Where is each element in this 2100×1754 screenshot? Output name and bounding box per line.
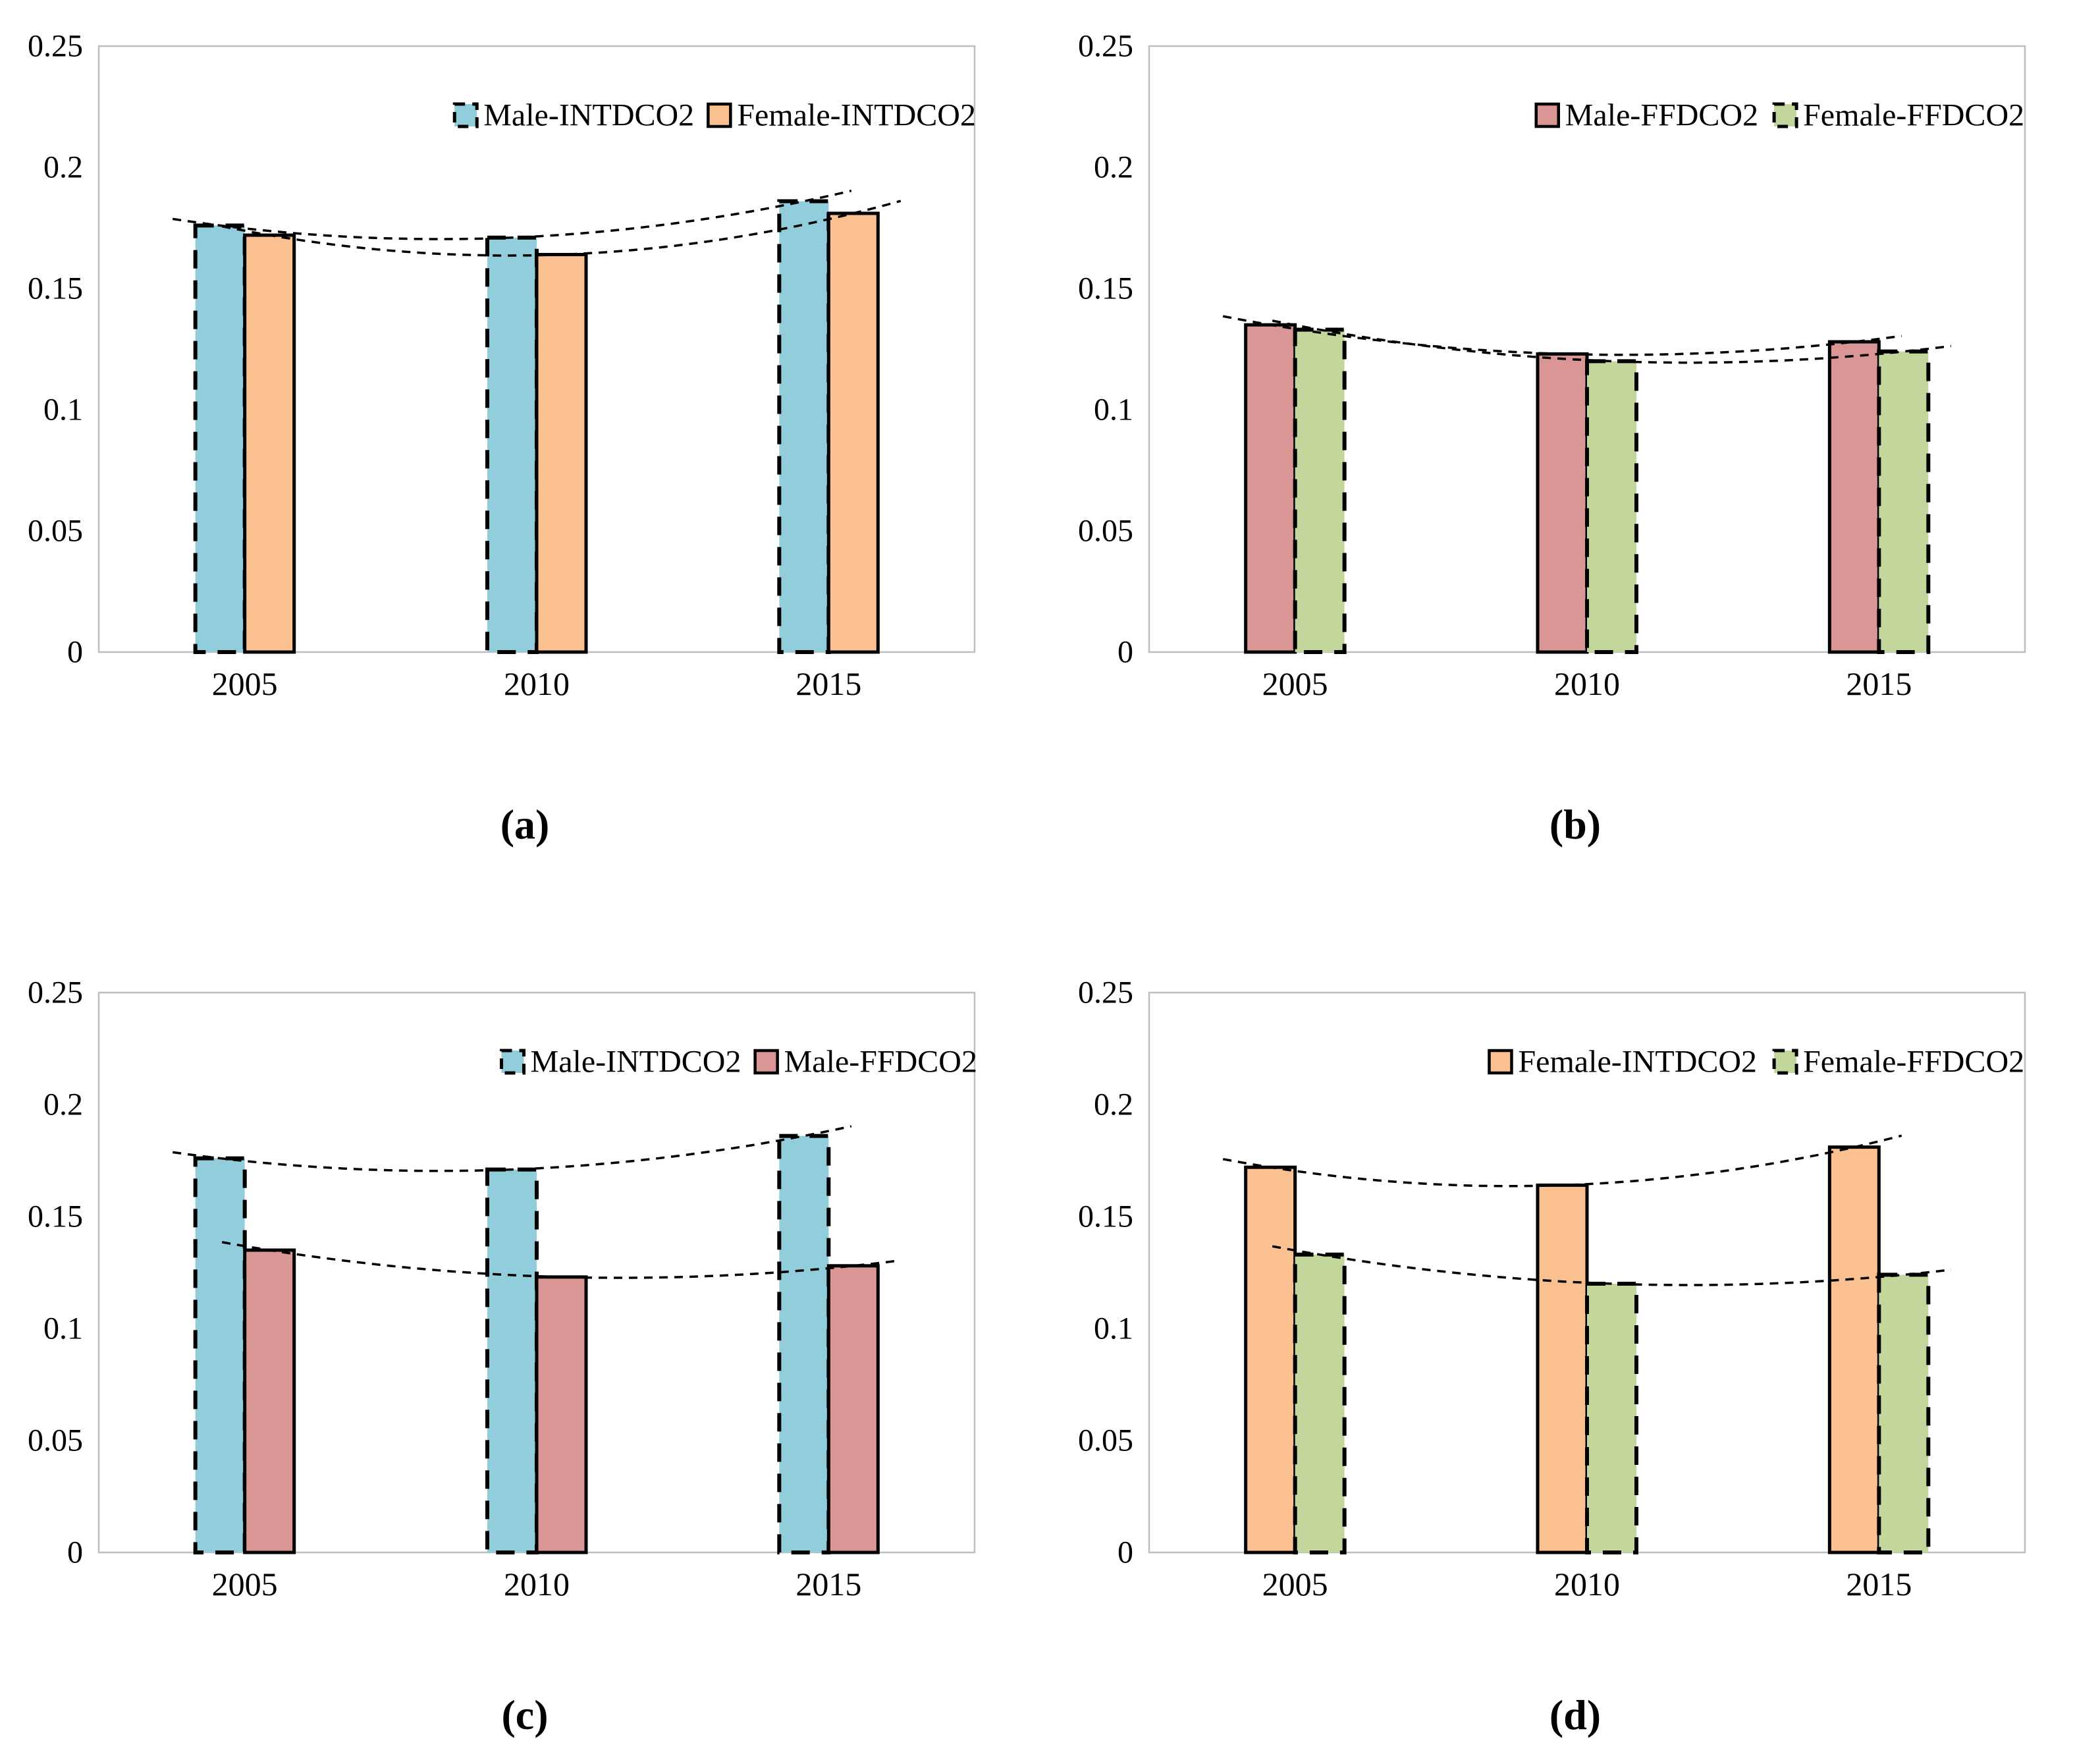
y-tick-label: 0 <box>1117 1535 1133 1570</box>
bar-female-intdco2-2005 <box>1244 1165 1297 1554</box>
trendline-male-intdco2 <box>172 189 852 240</box>
x-category-label: 2010 <box>1554 665 1620 702</box>
y-tick-label: 0 <box>67 1535 83 1570</box>
legend-label-female-intdco2: Female-INTDCO2 <box>1518 1045 1757 1080</box>
bar-male-intdco2-2010 <box>485 1167 539 1555</box>
legend-swatch-female-intdco2 <box>707 102 732 128</box>
legend-swatch-female-intdco2 <box>1488 1049 1513 1075</box>
legend-swatch-male-intdco2 <box>452 102 479 128</box>
x-category-label: 2005 <box>212 1566 278 1603</box>
bar-female-ffdco2-2015 <box>1877 349 1931 654</box>
trendline-male-ffdco2 <box>1222 315 1902 356</box>
y-tick-label: 0.15 <box>28 1199 83 1234</box>
legend-label-female-ffdco2: Female-FFDCO2 <box>1803 98 2024 133</box>
bar-female-intdco2-2015 <box>826 211 880 654</box>
y-tick-label: 0.2 <box>43 150 83 185</box>
bar-male-intdco2-2010 <box>485 235 539 655</box>
legend-swatch-male-ffdco2 <box>753 1049 779 1075</box>
y-tick-label: 0 <box>1117 635 1133 670</box>
y-tick-label: 0.1 <box>43 1311 83 1346</box>
x-category-label: 2005 <box>1262 665 1328 702</box>
x-category-label: 2015 <box>1846 1566 1912 1603</box>
y-tick-label: 0 <box>67 635 83 670</box>
panel-d: 0 0.05 0.1 0.15 0.2 0.25 2005 2010 2015 Female-IN… <box>1050 877 2100 1754</box>
y-tick-label: 0.05 <box>28 1423 83 1458</box>
bar-female-intdco2-2010 <box>1536 1183 1589 1554</box>
bar-female-ffdco2-2010 <box>1585 359 1638 655</box>
legend-label-female-ffdco2: Female-FFDCO2 <box>1803 1045 2024 1080</box>
y-tick-label: 0.05 <box>28 514 83 549</box>
y-tick-label: 0.15 <box>1078 271 1133 306</box>
legend-label-male-ffdco2: Male-FFDCO2 <box>1565 98 1758 133</box>
y-tick-label: 0.1 <box>1094 393 1133 427</box>
x-category-label: 2005 <box>212 665 278 702</box>
trendline-female-ffdco2 <box>1272 1245 1952 1286</box>
legend-label-female-intdco2: Female-INTDCO2 <box>737 98 976 133</box>
bar-male-intdco2-2015 <box>777 1134 831 1555</box>
x-category-label: 2010 <box>1554 1566 1620 1603</box>
trendline-female-ffdco2 <box>1272 319 1952 364</box>
x-category-label: 2015 <box>1846 665 1912 702</box>
panel-caption-b: (b) <box>1549 801 1602 848</box>
bar-female-ffdco2-2005 <box>1293 327 1347 654</box>
bar-female-intdco2-2010 <box>535 252 588 654</box>
bar-male-intdco2-2015 <box>777 199 831 654</box>
y-tick-label: 0.2 <box>1094 150 1133 185</box>
legend-label-male-intdco2: Male-INTDCO2 <box>531 1045 741 1080</box>
x-category-label: 2015 <box>795 1566 861 1603</box>
bar-female-ffdco2-2010 <box>1585 1282 1638 1554</box>
legend-label-male-intdco2: Male-INTDCO2 <box>483 98 694 133</box>
trendline-male-ffdco2 <box>221 1241 902 1279</box>
panel-c: 0 0.05 0.1 0.15 0.2 0.25 2005 2010 2015 Male-INTD… <box>0 877 1050 1754</box>
legend-swatch-male-intdco2 <box>500 1049 526 1075</box>
chart-d-female-intdco2-vs-female-ffdco2: 0 0.05 0.1 0.15 0.2 0.25 2005 2010 2015 Female-IN… <box>1078 975 2026 1603</box>
legend-swatch-female-ffdco2 <box>1772 1049 1798 1075</box>
panel-caption-a: (a) <box>500 801 550 848</box>
bar-female-ffdco2-2015 <box>1877 1273 1931 1555</box>
chart-a-male-intdco2-vs-female-intdco2: 0 0.05 0.1 0.15 0.2 0.25 2005 2010 2015 Male-INTD… <box>28 29 976 703</box>
legend-swatch-female-ffdco2 <box>1772 102 1798 128</box>
chart-c-male-intdco2-vs-male-ffdco2: 0 0.05 0.1 0.15 0.2 0.25 2005 2010 2015 Male-INTD… <box>28 975 977 1603</box>
bar-male-ffdco2-2010 <box>535 1275 588 1554</box>
y-tick-label: 0.1 <box>43 393 83 427</box>
bar-female-ffdco2-2005 <box>1293 1252 1347 1554</box>
y-tick-label: 0.05 <box>1078 1423 1133 1458</box>
bar-male-ffdco2-2005 <box>243 1248 296 1554</box>
bar-male-ffdco2-2015 <box>826 1264 880 1554</box>
y-tick-label: 0.25 <box>1078 975 1133 1010</box>
bar-female-intdco2-2005 <box>243 233 296 654</box>
x-category-label: 2005 <box>1262 1566 1328 1603</box>
panel-b: 0 0.05 0.1 0.15 0.2 0.25 2005 2010 2015 Male-FFDC… <box>1050 0 2100 877</box>
bar-female-intdco2-2015 <box>1827 1145 1881 1554</box>
chart-b-male-ffdco2-vs-female-ffdco2: 0 0.05 0.1 0.15 0.2 0.25 2005 2010 2015 Male-FFDC… <box>1078 29 2026 702</box>
x-category-label: 2015 <box>795 665 861 702</box>
panel-caption-d: (d) <box>1549 1691 1602 1738</box>
bar-male-intdco2-2005 <box>193 1156 247 1555</box>
legend-swatch-male-ffdco2 <box>1534 102 1561 128</box>
y-tick-label: 0.25 <box>28 29 83 64</box>
x-category-label: 2010 <box>504 1566 570 1603</box>
trendline-female-intdco2 <box>221 200 902 257</box>
bar-male-ffdco2-2005 <box>1244 323 1297 654</box>
y-tick-label: 0.2 <box>1094 1087 1133 1122</box>
legend-label-male-ffdco2: Male-FFDCO2 <box>784 1045 977 1080</box>
x-category-label: 2010 <box>504 665 570 702</box>
bar-male-ffdco2-2010 <box>1536 352 1589 654</box>
bar-male-intdco2-2005 <box>193 223 247 654</box>
trendline-female-intdco2 <box>1222 1134 1902 1188</box>
y-tick-label: 0.2 <box>43 1087 83 1122</box>
bar-male-ffdco2-2015 <box>1827 340 1881 654</box>
panel-a: 0 0.05 0.1 0.15 0.2 0.25 2005 2010 2015 Male-INTD… <box>0 0 1050 877</box>
y-tick-label: 0.1 <box>1094 1311 1133 1346</box>
y-tick-label: 0.15 <box>28 271 83 306</box>
y-tick-label: 0.15 <box>1078 1199 1133 1234</box>
panel-caption-c: (c) <box>501 1691 549 1738</box>
y-tick-label: 0.25 <box>1078 29 1133 64</box>
y-tick-label: 0.25 <box>28 975 83 1010</box>
trendline-male-intdco2 <box>172 1125 852 1172</box>
y-tick-label: 0.05 <box>1078 514 1133 549</box>
